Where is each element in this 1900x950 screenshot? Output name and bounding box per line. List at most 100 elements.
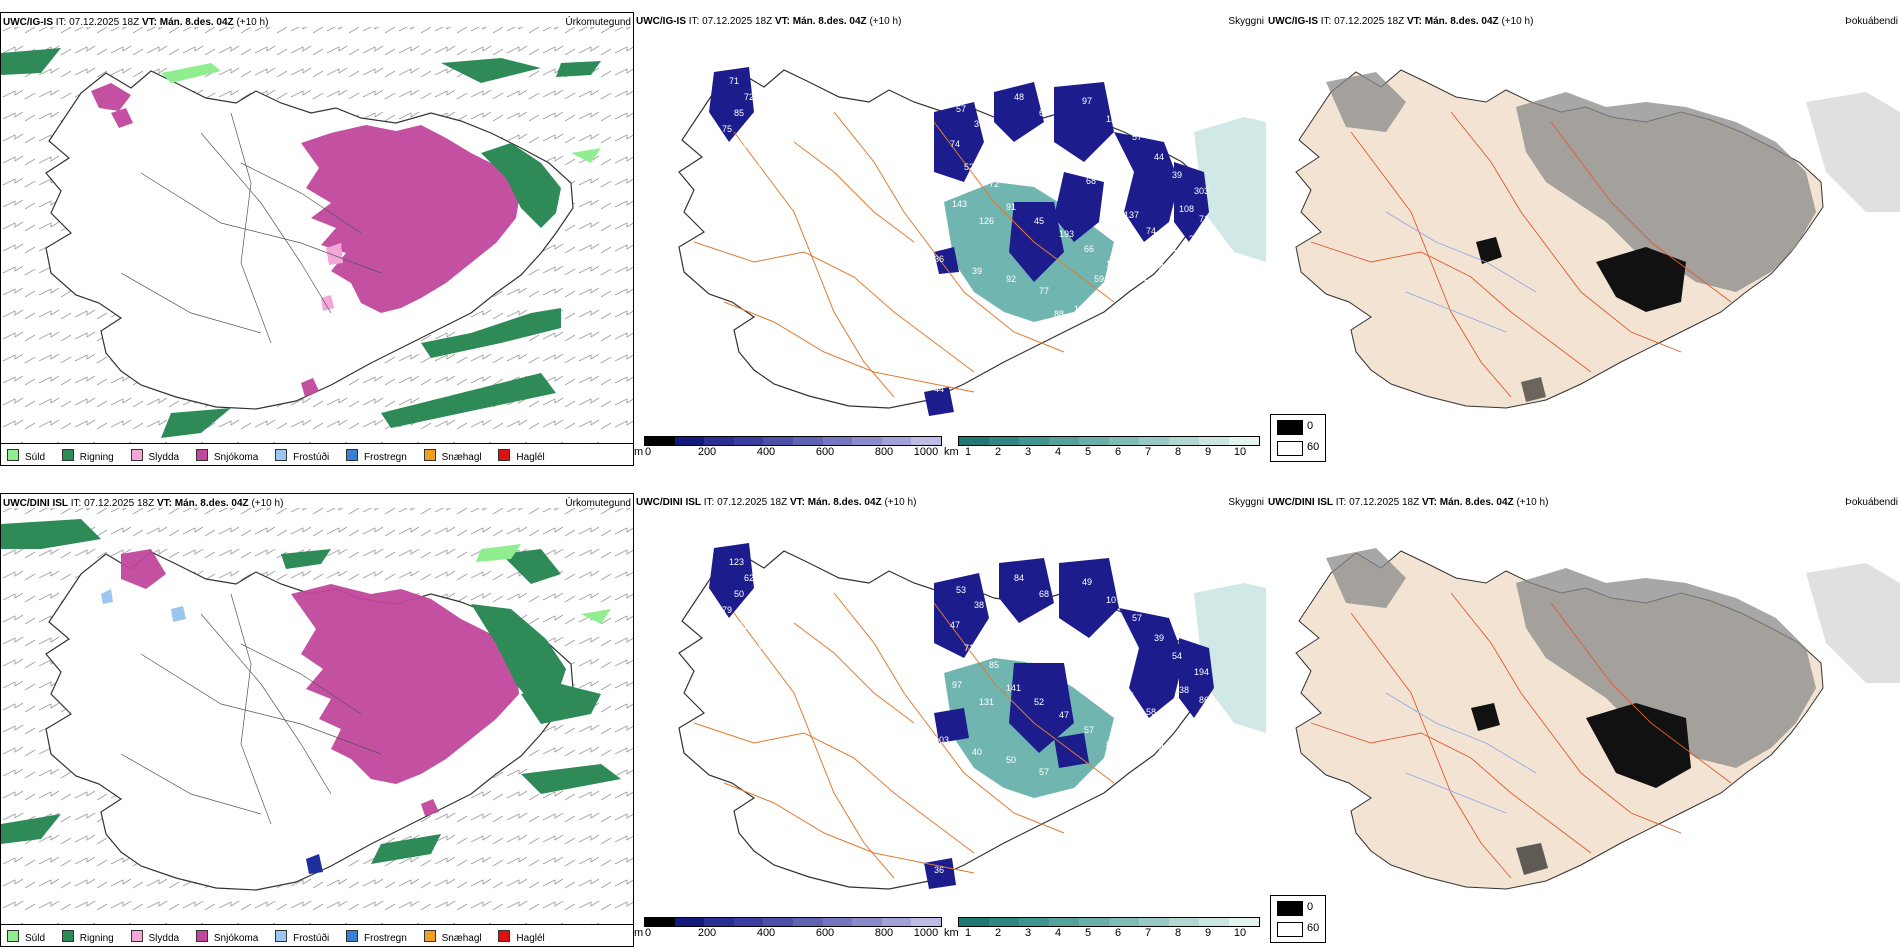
visibility-value-label: 87 <box>1106 740 1116 750</box>
cloud-map <box>1295 548 1900 890</box>
cloud-swatch-60 <box>1277 441 1303 456</box>
colorbar-tick: 600 <box>815 446 835 458</box>
cloud-header-row2: UWC/DINI ISL IT: 07.12.2025 18Z VT: Mán.… <box>1268 497 1898 511</box>
legend-item: Rigning <box>61 449 114 463</box>
visibility-value-label: 106 <box>1006 156 1021 166</box>
colorbar-tick: 400 <box>756 446 776 458</box>
visibility-value-label: 53 <box>956 585 966 595</box>
visibility-value-label: 47 <box>950 620 960 630</box>
legend-item: Snjókoma <box>195 930 258 944</box>
visibility-value-label: 128 <box>1104 803 1119 813</box>
visibility-value-label: 72 <box>989 179 999 189</box>
precip-panel-row2: UWC/DINI ISL IT: 07.12.2025 18Z VT: Mán.… <box>0 493 634 947</box>
colorbar-tick: 0 <box>644 446 652 458</box>
visibility-value-label: 71 <box>1199 214 1209 224</box>
visibility-value-label: 114 <box>1162 244 1176 254</box>
visibility-value-label: 123 <box>729 557 744 567</box>
legend-item: Snæhagl <box>423 930 482 944</box>
cbar-bin <box>852 437 882 445</box>
cbar-bin <box>911 918 941 926</box>
visibility-value-label: 49 <box>1082 577 1092 587</box>
visibility-value-label: 63 <box>1104 322 1114 332</box>
visibility-value-label: 72 <box>744 92 754 102</box>
visibility-value-label: 103 <box>1086 657 1101 667</box>
cbar-bin <box>1109 437 1139 445</box>
visibility-value-label: 40 <box>972 747 982 757</box>
cloud-panel-row2: UWC/DINI ISL IT: 07.12.2025 18Z VT: Mán.… <box>1266 493 1900 945</box>
visibility-value-label: 85 <box>989 660 999 670</box>
cloud-map <box>1295 69 1900 409</box>
legend-item: Snæhagl <box>423 449 482 463</box>
cloud-legend-label: 0 <box>1307 901 1314 913</box>
cbar-bin <box>852 918 882 926</box>
cbar-bin <box>792 437 823 445</box>
visibility-value-label: 57 <box>1132 132 1142 142</box>
cbar-bin <box>1049 437 1079 445</box>
colorbar-tick: 800 <box>874 446 894 458</box>
visibility-value-label: 38 <box>974 600 984 610</box>
visibility-value-label: 136 <box>1074 304 1089 314</box>
colorbar-tick: 3 <box>1024 446 1032 458</box>
legend-item: Rigning <box>61 930 114 944</box>
colorbar-tick: 1 <box>964 927 972 939</box>
valid-time: VT: Mán. 8.des. 04Z <box>141 17 234 28</box>
cbar-bin <box>1199 437 1229 445</box>
legend-item: Haglél <box>498 930 545 944</box>
colorbar-tick: 800 <box>874 927 894 939</box>
colorbar-tick: 1000 <box>913 446 939 458</box>
init-time: IT: 07.12.2025 18Z <box>55 17 140 28</box>
precip-legend: Súld Rigning Slydda Snjókoma Frostúði Fr… <box>1 924 633 946</box>
visibility-colorbar-m: m 0 200 400 600 800 1000 <box>634 917 942 943</box>
precip-map <box>1 508 633 924</box>
cloud-swatch-0 <box>1277 420 1303 435</box>
visibility-value-label: 121 <box>984 625 999 635</box>
cbar-bin <box>645 918 675 926</box>
visibility-value-label: 88 <box>1006 637 1016 647</box>
visibility-value-label: 85 <box>734 108 744 118</box>
model-name: UWC/DINI ISL <box>3 498 68 509</box>
visibility-value-label: 48 <box>1014 92 1024 102</box>
legend-item: Snjókoma <box>195 449 258 463</box>
model-name: UWC/IG-IS <box>636 16 686 27</box>
visibility-value-label: 137 <box>1124 210 1139 220</box>
cbar-bin <box>1229 437 1259 445</box>
panel-title: Skyggni <box>1228 497 1264 508</box>
colorbar-tick: 1000 <box>913 927 939 939</box>
cbar-bin <box>733 918 764 926</box>
visibility-value-label: 108 <box>726 156 741 166</box>
cloud-legend-label: 60 <box>1307 922 1320 934</box>
visibility-value-label: 107 <box>1106 595 1121 605</box>
cloud-header-row1: UWC/IG-IS IT: 07.12.2025 18Z VT: Mán. 8.… <box>1268 16 1898 30</box>
valid-time: VT: Mán. 8.des. 04Z <box>774 16 867 27</box>
colorbar-tick: 400 <box>756 927 776 939</box>
visibility-value-label: 309 <box>1189 715 1204 725</box>
visibility-value-label: 68 <box>1039 589 1049 599</box>
cbar-bin <box>989 437 1019 445</box>
cbar-bin <box>881 918 912 926</box>
visibility-value-label: 60 <box>739 140 749 150</box>
visibility-value-label: 141 <box>1006 683 1021 693</box>
lead-offset: (+10 h) <box>236 17 269 28</box>
legend-item: Frostregn <box>346 930 407 944</box>
visibility-value-label: 31 <box>732 661 742 671</box>
colorbar-tick: 8 <box>1174 446 1182 458</box>
legend-item: Frostúði <box>275 930 329 944</box>
cbar-bin <box>881 437 912 445</box>
visibility-value-label: 66 <box>1084 244 1094 254</box>
cloud-legend-label: 60 <box>1307 441 1320 453</box>
cloud-legend: 0 60 <box>1270 895 1326 943</box>
visibility-value-label: 125 <box>1106 259 1121 269</box>
init-time: IT: 07.12.2025 18Z <box>703 497 788 508</box>
cbar-bin <box>1079 918 1109 926</box>
visibility-value-label: 91 <box>1132 755 1142 765</box>
colorbar-tick: 1 <box>964 446 972 458</box>
visibility-colorbar-m: m 0 200 400 600 800 1000 <box>634 436 942 462</box>
model-name: UWC/IG-IS <box>1268 16 1318 27</box>
colorbar-tick: 600 <box>815 927 835 939</box>
visibility-header-row2: UWC/DINI ISL IT: 07.12.2025 18Z VT: Mán.… <box>636 497 1264 511</box>
visibility-value-label: 91 <box>1006 202 1016 212</box>
cbar-bin <box>763 437 793 445</box>
